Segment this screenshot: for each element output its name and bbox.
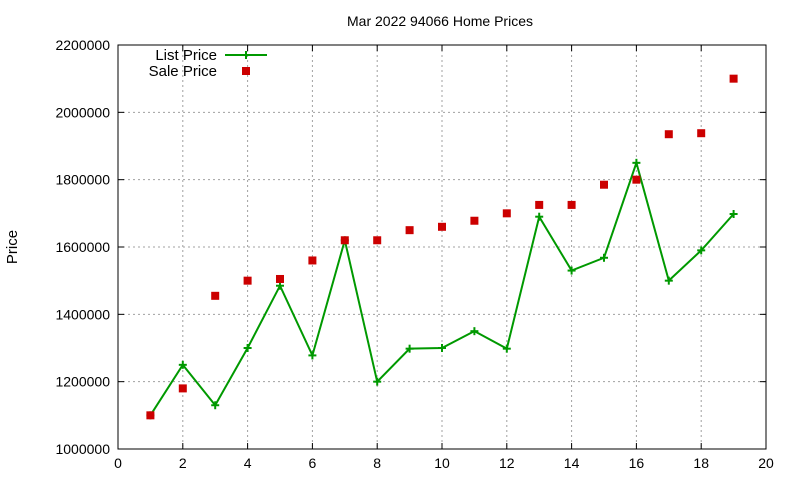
y-tick-label: 1200000 bbox=[55, 374, 110, 390]
series bbox=[146, 74, 738, 420]
list-price-point bbox=[535, 212, 544, 221]
list-price-point bbox=[567, 266, 576, 275]
x-tick-label: 4 bbox=[244, 455, 252, 471]
list-price-point bbox=[243, 344, 252, 352]
sale-price-point bbox=[178, 384, 187, 393]
list-price-point bbox=[470, 327, 479, 336]
list-price-point bbox=[405, 344, 414, 353]
sale-price-point bbox=[340, 236, 349, 245]
sale-price-point bbox=[308, 256, 317, 265]
sale-price-point bbox=[600, 180, 608, 189]
list-price-point bbox=[729, 210, 738, 219]
list-price-point bbox=[632, 158, 641, 167]
y-tick-label: 1000000 bbox=[55, 441, 110, 457]
list-price-point bbox=[242, 51, 250, 59]
legend-label-sale-price: Sale Price bbox=[149, 63, 217, 80]
sale-price-point bbox=[438, 222, 446, 231]
y-tick-label: 2000000 bbox=[55, 104, 110, 120]
y-axis-label: Price bbox=[4, 230, 21, 264]
x-tick-label: 2 bbox=[179, 455, 187, 471]
x-tick-label: 20 bbox=[758, 455, 774, 471]
legend-marker-sale-price bbox=[242, 67, 250, 75]
y-tick-label: 1400000 bbox=[55, 306, 110, 322]
sale-price-point bbox=[470, 216, 479, 225]
legend-label-list-price: List Price bbox=[155, 47, 217, 64]
chart-title: Mar 2022 94066 Home Prices bbox=[347, 13, 533, 29]
sale-price-point bbox=[276, 274, 284, 283]
x-tick-label: 8 bbox=[373, 455, 381, 471]
list-price-point bbox=[178, 360, 187, 369]
x-tick-label: 12 bbox=[499, 455, 515, 471]
sale-price-point bbox=[211, 291, 220, 300]
list-price-point bbox=[438, 344, 446, 352]
sale-price-point bbox=[664, 130, 673, 139]
x-tick-label: 0 bbox=[114, 455, 122, 471]
sale-price-point bbox=[405, 226, 414, 235]
y-tick-label: 1800000 bbox=[55, 172, 110, 188]
sale-price-point bbox=[567, 200, 576, 209]
x-tick-label: 6 bbox=[309, 455, 317, 471]
sale-price-point bbox=[632, 175, 641, 184]
list-price-point bbox=[211, 401, 220, 410]
grid bbox=[118, 45, 766, 449]
list-price-point bbox=[373, 377, 382, 386]
x-tick-label: 10 bbox=[434, 455, 450, 471]
list-price-point bbox=[697, 246, 706, 255]
axis-ticks: 0 2 4 6 8 10 12 14 16 18 20 1000000 1200000 1400000 16… bbox=[55, 37, 774, 471]
list-price-point bbox=[276, 281, 284, 290]
sale-price-point bbox=[243, 276, 252, 285]
x-tick-label: 16 bbox=[629, 455, 645, 471]
sale-price-point bbox=[535, 200, 544, 209]
y-tick-label: 1600000 bbox=[55, 239, 110, 255]
sale-price-point bbox=[729, 74, 738, 83]
sale-price-point bbox=[502, 209, 511, 218]
sale-price-point bbox=[146, 411, 155, 420]
list-price-point bbox=[502, 344, 511, 353]
list-price-point bbox=[308, 351, 317, 360]
sale-price-point bbox=[373, 236, 382, 245]
sale-price-point bbox=[697, 129, 706, 138]
list-price-point bbox=[600, 253, 608, 262]
y-tick-label: 2200000 bbox=[55, 37, 110, 53]
x-tick-label: 14 bbox=[564, 455, 580, 471]
x-tick-label: 18 bbox=[693, 455, 709, 471]
list-price-point bbox=[664, 276, 673, 285]
